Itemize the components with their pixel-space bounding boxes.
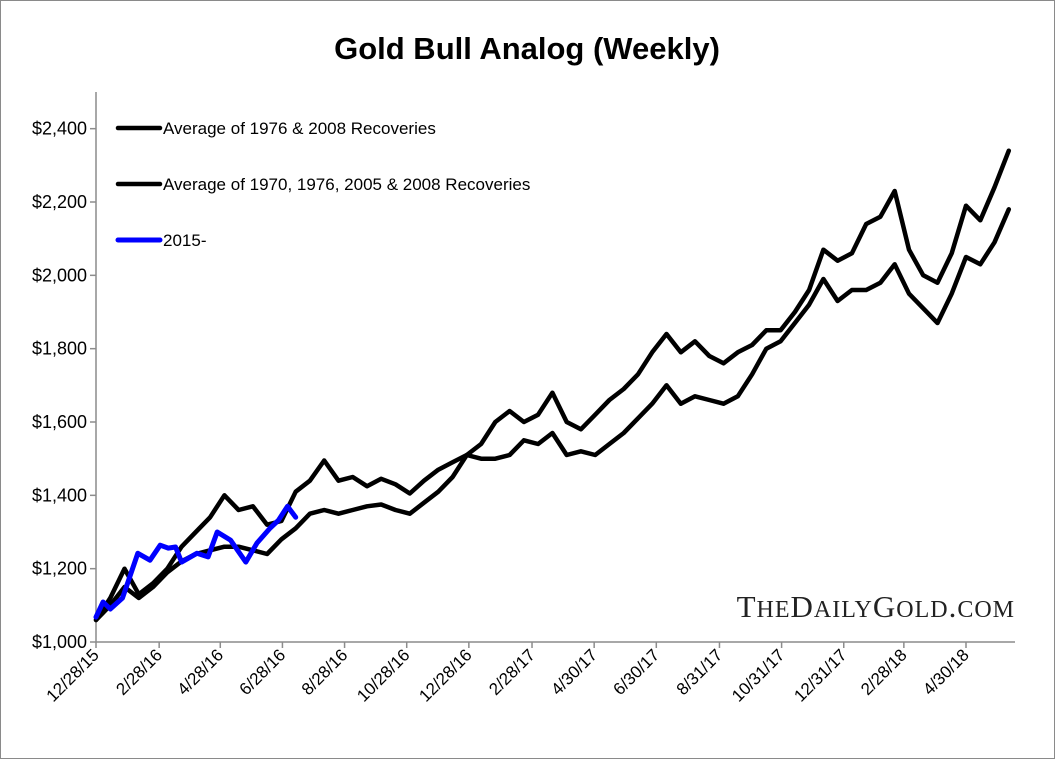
- y-tick-label: $1,200: [32, 559, 87, 579]
- watermark-logo: THEDAILYGOLD.COM: [737, 589, 1015, 624]
- x-tick-label: 4/28/16: [174, 645, 228, 699]
- legend-label: 2015-: [163, 231, 206, 250]
- x-tick-label: 2/28/17: [485, 645, 539, 699]
- x-tick-label: 4/30/17: [547, 645, 601, 699]
- y-tick-label: $2,000: [32, 265, 87, 285]
- y-tick-label: $1,000: [32, 632, 87, 652]
- x-tick-label: 10/31/17: [728, 645, 788, 705]
- x-tick-label: 8/28/16: [298, 645, 352, 699]
- y-tick-label: $1,400: [32, 485, 87, 505]
- series-line-1: [93, 207, 1012, 623]
- x-tick-label: 8/31/17: [673, 645, 727, 699]
- x-tick-label: 4/30/18: [919, 645, 973, 699]
- x-tick-label: 6/28/16: [236, 645, 290, 699]
- y-tick-label: $2,400: [32, 119, 87, 139]
- legend-label: Average of 1976 & 2008 Recoveries: [163, 119, 436, 138]
- series-group: [93, 148, 1012, 623]
- legend: Average of 1976 & 2008 Recoveries Average…: [115, 119, 530, 250]
- y-tick-label: $1,600: [32, 412, 87, 432]
- series-line-2: [93, 503, 299, 620]
- legend-label: Average of 1970, 1976, 2005 & 2008 Recov…: [163, 175, 530, 194]
- x-tick-label: 10/28/16: [353, 645, 413, 705]
- x-tick-label: 2/28/18: [857, 645, 911, 699]
- x-tick-label: 2/28/16: [112, 645, 166, 699]
- x-tick-label: 12/31/17: [790, 645, 850, 705]
- y-tick-label: $1,800: [32, 339, 87, 359]
- y-tick-label: $2,200: [32, 192, 87, 212]
- x-tick-label: 12/28/16: [415, 645, 475, 705]
- x-tick-label: 12/28/15: [43, 645, 103, 705]
- x-tick-label: 6/30/17: [610, 645, 664, 699]
- chart-title: Gold Bull Analog (Weekly): [334, 31, 720, 66]
- series-line-0: [93, 148, 1012, 623]
